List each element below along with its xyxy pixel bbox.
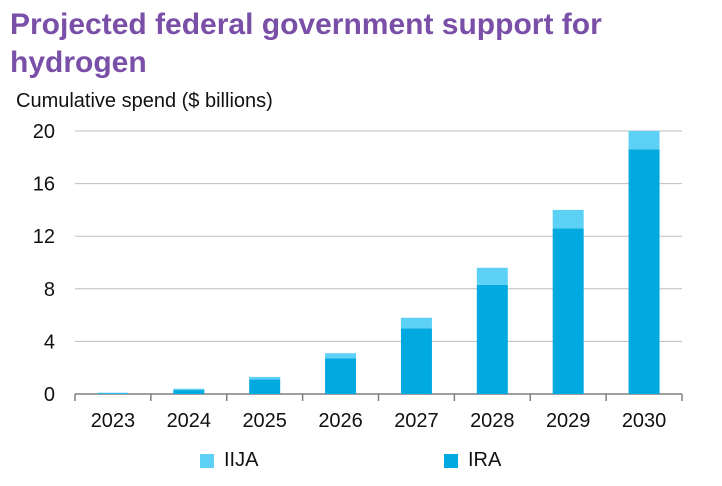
y-tick-label: 4 [44,331,55,353]
chart-title: Projected federal government support for… [10,8,602,79]
bar-ira-2023 [97,393,129,394]
bar-iija-2024 [173,388,205,391]
bar-iija-2025 [249,376,281,380]
bar-iija-2026 [325,353,357,359]
x-tick-label: 2025 [242,410,287,432]
bar-ira-2030 [628,149,660,394]
legend-label-ira: IRA [468,449,502,471]
bar-iija-2029 [552,209,584,229]
bar-iija-2030 [628,131,660,150]
bar-iija-2028 [476,267,508,285]
x-tick-label: 2030 [622,410,667,432]
bar-ira-2027 [400,328,432,394]
x-tick-label: 2028 [470,410,515,432]
x-tick-label: 2029 [546,410,591,432]
y-axis-label: Cumulative spend ($ billions) [16,90,273,112]
y-tick-label: 0 [44,384,55,406]
y-tick-label: 20 [33,121,55,143]
x-tick-label: 2023 [91,410,136,432]
y-tick-label: 8 [44,279,55,301]
legend-swatch-iija [200,453,214,468]
legend-item-iija: IIJA [200,449,258,472]
legend-item-ira: IRA [444,449,501,472]
bar-iija-2027 [400,317,432,329]
x-tick-label: 2027 [394,410,439,432]
bar-iija-2023 [97,392,129,394]
y-tick-label: 16 [33,174,55,196]
x-tick-label: 2024 [167,410,212,432]
legend: IIJA IRA [0,449,722,473]
y-tick-label: 12 [33,226,55,248]
bar-ira-2024 [173,390,205,394]
legend-swatch-ira [444,453,458,468]
bar-ira-2028 [476,284,508,394]
bar-ira-2025 [249,379,281,394]
bar-ira-2029 [552,228,584,394]
bar-ira-2026 [325,358,357,394]
x-tick-label: 2026 [318,410,363,432]
legend-label-iija: IIJA [224,449,259,471]
